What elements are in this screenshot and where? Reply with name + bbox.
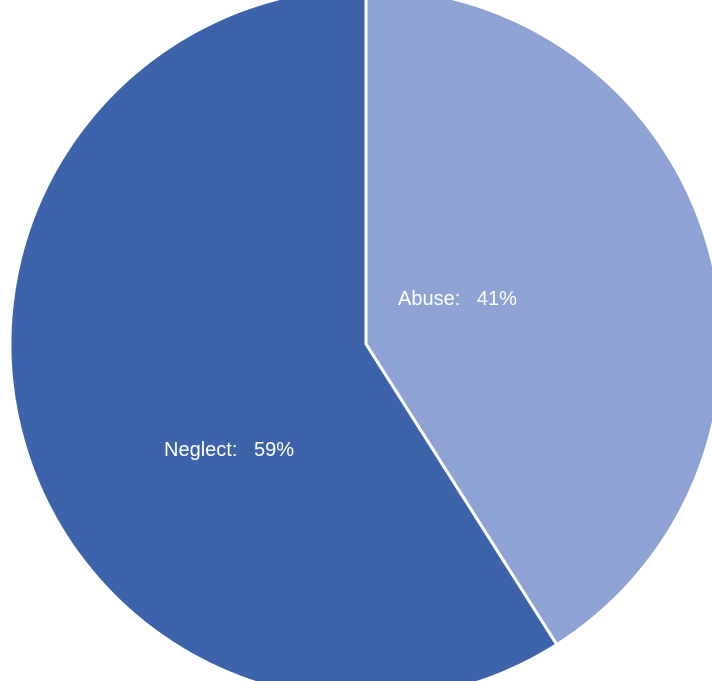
- pie-slice-abuse: [364, 0, 712, 647]
- pie-slices: [8, 0, 712, 681]
- slice-label-neglect: Neglect: 59%: [164, 439, 294, 461]
- pie-labels: Abuse: 41% Neglect: 59%: [164, 288, 517, 461]
- pie-slice-neglect: [8, 0, 559, 681]
- slice-label-abuse: Abuse: 41%: [398, 288, 517, 310]
